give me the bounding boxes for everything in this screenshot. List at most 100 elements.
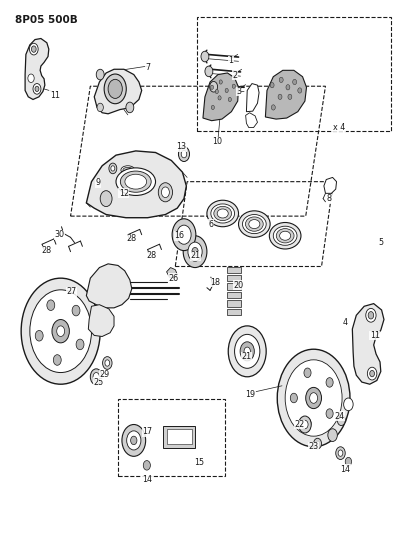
Circle shape — [192, 247, 198, 256]
Circle shape — [338, 450, 343, 456]
Circle shape — [53, 354, 61, 365]
Circle shape — [188, 242, 202, 261]
Circle shape — [336, 447, 345, 459]
Text: 12: 12 — [119, 189, 129, 198]
Text: 8: 8 — [327, 194, 332, 203]
Circle shape — [277, 349, 350, 447]
Text: 3: 3 — [236, 87, 241, 96]
Circle shape — [103, 357, 112, 369]
Circle shape — [271, 105, 275, 110]
Circle shape — [57, 326, 64, 336]
Text: 21: 21 — [241, 352, 252, 361]
Text: 24: 24 — [334, 411, 344, 421]
Text: 21: 21 — [190, 252, 200, 261]
Circle shape — [286, 85, 290, 90]
Circle shape — [96, 69, 104, 80]
Text: 9: 9 — [96, 178, 101, 187]
Circle shape — [290, 393, 297, 403]
Text: 26: 26 — [168, 273, 178, 282]
Circle shape — [205, 66, 213, 77]
Text: 14: 14 — [340, 465, 350, 473]
Circle shape — [143, 461, 150, 470]
Ellipse shape — [249, 220, 260, 229]
Circle shape — [211, 106, 215, 110]
Text: 18: 18 — [210, 278, 220, 287]
Circle shape — [232, 84, 235, 88]
Circle shape — [285, 360, 342, 436]
Circle shape — [370, 370, 375, 377]
Circle shape — [108, 79, 122, 99]
Text: 10: 10 — [212, 138, 222, 147]
Text: 29: 29 — [99, 370, 109, 379]
Circle shape — [178, 147, 189, 161]
Circle shape — [302, 420, 308, 429]
Ellipse shape — [121, 166, 135, 174]
Ellipse shape — [242, 215, 266, 233]
Circle shape — [345, 457, 351, 466]
Circle shape — [298, 88, 302, 93]
Circle shape — [97, 103, 103, 112]
Circle shape — [219, 80, 222, 84]
Circle shape — [90, 369, 102, 385]
Bar — [227, 266, 241, 273]
Circle shape — [201, 51, 209, 62]
Circle shape — [126, 102, 134, 113]
Text: 14: 14 — [142, 475, 152, 484]
Text: 15: 15 — [194, 458, 204, 467]
Circle shape — [298, 416, 311, 433]
Ellipse shape — [123, 167, 133, 173]
Ellipse shape — [276, 229, 294, 243]
Circle shape — [162, 187, 170, 198]
Circle shape — [33, 84, 41, 94]
Circle shape — [47, 300, 55, 311]
Circle shape — [52, 319, 69, 343]
Ellipse shape — [207, 200, 238, 227]
Text: 13: 13 — [176, 142, 186, 151]
Polygon shape — [265, 70, 306, 119]
Polygon shape — [86, 264, 132, 308]
Circle shape — [210, 82, 218, 92]
Circle shape — [326, 409, 333, 418]
Text: 11: 11 — [50, 91, 60, 100]
Circle shape — [72, 305, 80, 316]
Circle shape — [35, 86, 39, 92]
Text: 19: 19 — [245, 390, 256, 399]
Bar — [227, 309, 241, 316]
Text: 2: 2 — [232, 70, 237, 79]
Text: x 4: x 4 — [333, 123, 345, 132]
Ellipse shape — [269, 222, 301, 249]
Text: 25: 25 — [93, 377, 103, 386]
Circle shape — [183, 236, 207, 268]
Circle shape — [28, 74, 34, 83]
Circle shape — [306, 387, 322, 409]
Circle shape — [304, 418, 311, 428]
Circle shape — [244, 347, 250, 356]
Circle shape — [181, 150, 187, 158]
Bar — [118, 399, 225, 476]
Polygon shape — [324, 177, 337, 193]
Text: 17: 17 — [142, 427, 153, 437]
Text: 28: 28 — [127, 235, 137, 244]
Circle shape — [29, 43, 38, 55]
Text: 22: 22 — [295, 420, 305, 429]
Ellipse shape — [120, 171, 151, 192]
Polygon shape — [246, 113, 258, 127]
Circle shape — [104, 74, 126, 104]
Circle shape — [100, 191, 112, 207]
Circle shape — [218, 96, 221, 100]
Polygon shape — [94, 69, 142, 114]
Circle shape — [105, 360, 110, 366]
Ellipse shape — [116, 168, 156, 196]
Ellipse shape — [238, 211, 270, 237]
Text: 6: 6 — [209, 220, 213, 229]
Circle shape — [293, 79, 297, 85]
Circle shape — [158, 183, 172, 202]
Circle shape — [215, 90, 219, 94]
Circle shape — [343, 398, 353, 411]
Bar — [227, 275, 241, 281]
Polygon shape — [25, 38, 49, 100]
Circle shape — [109, 163, 117, 174]
Bar — [164, 425, 195, 448]
Circle shape — [131, 436, 137, 445]
Circle shape — [228, 98, 231, 102]
